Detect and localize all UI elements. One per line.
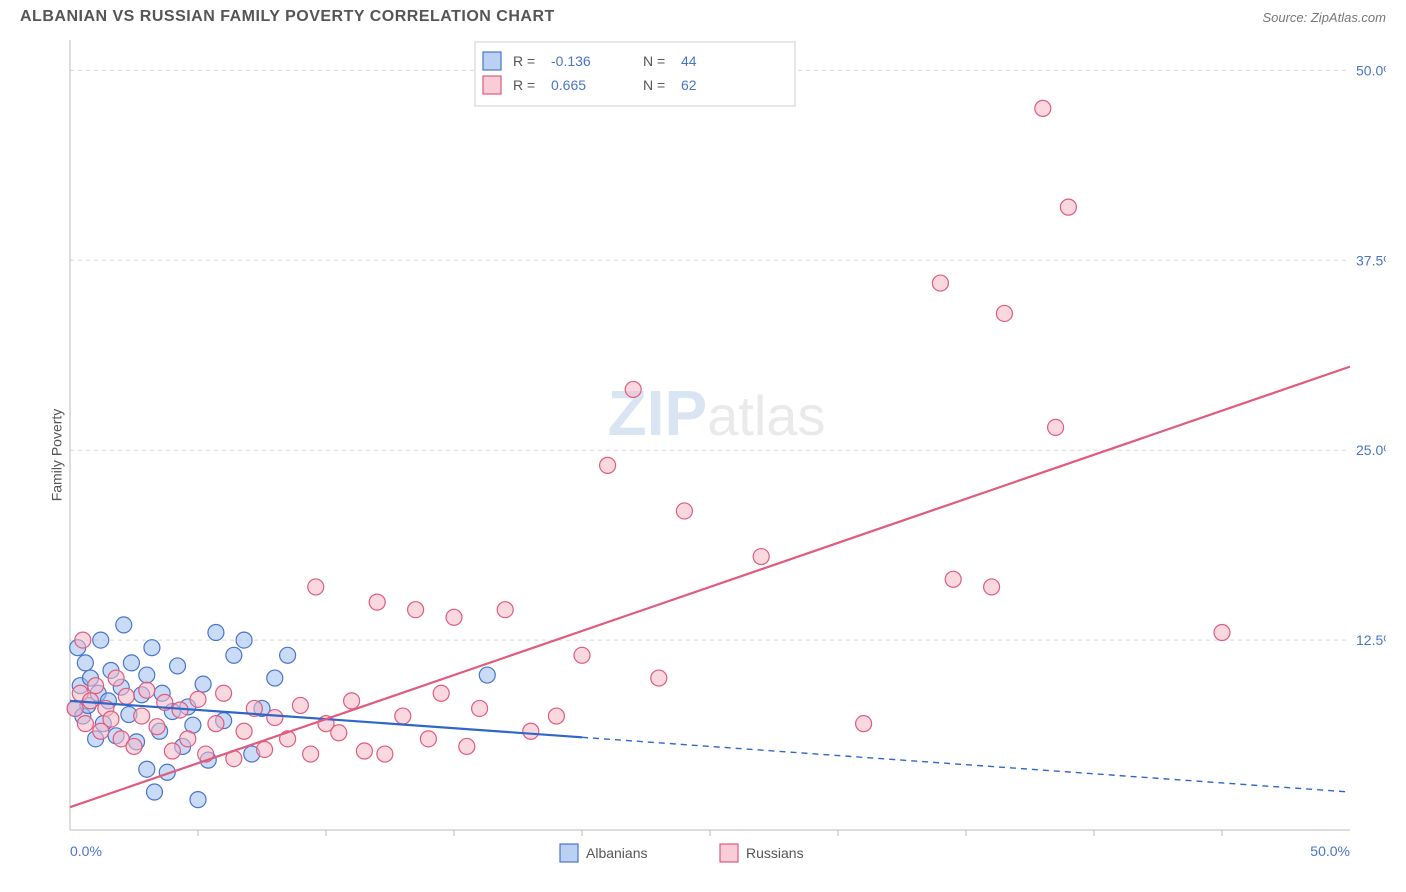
data-point-russians	[108, 670, 124, 686]
data-point-albanians	[236, 632, 252, 648]
x-tick-label: 0.0%	[70, 843, 102, 859]
y-tick-label: 50.0%	[1356, 62, 1386, 78]
data-point-russians	[369, 594, 385, 610]
data-point-russians	[331, 725, 347, 741]
correlation-scatter-chart: 12.5%25.0%37.5%50.0%0.0%50.0%ZIPatlasR =…	[20, 30, 1386, 880]
data-point-albanians	[123, 655, 139, 671]
data-point-russians	[75, 632, 91, 648]
data-point-russians	[600, 457, 616, 473]
data-point-albanians	[116, 617, 132, 633]
legend-r-label: R =	[513, 53, 535, 69]
legend-r-value-russians: 0.665	[551, 77, 586, 93]
data-point-russians	[308, 579, 324, 595]
data-point-russians	[292, 697, 308, 713]
data-point-russians	[625, 381, 641, 397]
y-axis-label: Family Poverty	[48, 409, 64, 502]
data-point-russians	[190, 691, 206, 707]
legend-r-label: R =	[513, 77, 535, 93]
data-point-russians	[1060, 199, 1076, 215]
data-point-albanians	[139, 761, 155, 777]
data-point-russians	[433, 685, 449, 701]
data-point-russians	[497, 602, 513, 618]
data-point-russians	[236, 723, 252, 739]
data-point-russians	[1035, 100, 1051, 116]
data-point-russians	[753, 549, 769, 565]
source-label: Source: ZipAtlas.com	[1262, 10, 1386, 25]
legend-n-label: N =	[643, 77, 665, 93]
data-point-albanians	[77, 655, 93, 671]
data-point-russians	[134, 708, 150, 724]
data-point-russians	[88, 678, 104, 694]
data-point-russians	[676, 503, 692, 519]
data-point-russians	[574, 647, 590, 663]
chart-header: ALBANIAN VS RUSSIAN FAMILY POVERTY CORRE…	[0, 0, 1406, 30]
data-point-russians	[395, 708, 411, 724]
data-point-albanians	[146, 784, 162, 800]
bottom-legend-swatch-albanians	[560, 844, 578, 862]
data-point-russians	[651, 670, 667, 686]
data-point-albanians	[139, 667, 155, 683]
legend-n-value-russians: 62	[681, 77, 697, 93]
data-point-albanians	[93, 632, 109, 648]
y-tick-label: 25.0%	[1356, 442, 1386, 458]
data-point-russians	[303, 746, 319, 762]
data-point-russians	[67, 700, 83, 716]
data-point-albanians	[208, 625, 224, 641]
data-point-albanians	[144, 640, 160, 656]
chart-container: Family Poverty 12.5% 25.0% 37.5% 50.0% 0.0% 5…	[20, 30, 1386, 880]
data-point-russians	[149, 719, 165, 735]
data-point-albanians	[226, 647, 242, 663]
data-point-russians	[548, 708, 564, 724]
data-point-russians	[446, 609, 462, 625]
data-point-russians	[1048, 419, 1064, 435]
y-tick-label: 37.5%	[1356, 252, 1386, 268]
data-point-russians	[420, 731, 436, 747]
data-point-russians	[344, 693, 360, 709]
data-point-russians	[126, 738, 142, 754]
data-point-russians	[932, 275, 948, 291]
bottom-legend-swatch-russians	[720, 844, 738, 862]
bottom-legend-label-russians: Russians	[746, 845, 804, 861]
chart-title: ALBANIAN VS RUSSIAN FAMILY POVERTY CORRE…	[20, 8, 555, 26]
data-point-russians	[267, 710, 283, 726]
trend-line-dashed-albanians	[582, 737, 1350, 792]
source-name: ZipAtlas.com	[1311, 10, 1386, 25]
data-point-russians	[856, 716, 872, 732]
data-point-russians	[77, 716, 93, 732]
data-point-russians	[459, 738, 475, 754]
legend-n-value-albanians: 44	[681, 53, 697, 69]
stat-legend	[475, 42, 795, 106]
data-point-russians	[945, 571, 961, 587]
data-point-russians	[472, 700, 488, 716]
data-point-russians	[1214, 625, 1230, 641]
data-point-russians	[356, 743, 372, 759]
source-prefix: Source:	[1262, 10, 1310, 25]
data-point-russians	[118, 688, 134, 704]
data-point-albanians	[479, 667, 495, 683]
data-point-albanians	[170, 658, 186, 674]
data-point-russians	[103, 711, 119, 727]
data-point-russians	[208, 716, 224, 732]
data-point-russians	[180, 731, 196, 747]
data-point-russians	[216, 685, 232, 701]
data-point-russians	[408, 602, 424, 618]
data-point-russians	[996, 305, 1012, 321]
x-tick-label: 50.0%	[1310, 843, 1350, 859]
legend-swatch-albanians	[483, 52, 501, 70]
data-point-albanians	[267, 670, 283, 686]
data-point-russians	[377, 746, 393, 762]
data-point-russians	[164, 743, 180, 759]
legend-swatch-russians	[483, 76, 501, 94]
data-point-albanians	[195, 676, 211, 692]
data-point-albanians	[280, 647, 296, 663]
data-point-russians	[523, 723, 539, 739]
data-point-russians	[139, 682, 155, 698]
data-point-russians	[257, 741, 273, 757]
data-point-albanians	[190, 792, 206, 808]
data-point-russians	[984, 579, 1000, 595]
bottom-legend-label-albanians: Albanians	[586, 845, 648, 861]
legend-r-value-albanians: -0.136	[551, 53, 591, 69]
y-tick-label: 12.5%	[1356, 632, 1386, 648]
legend-n-label: N =	[643, 53, 665, 69]
